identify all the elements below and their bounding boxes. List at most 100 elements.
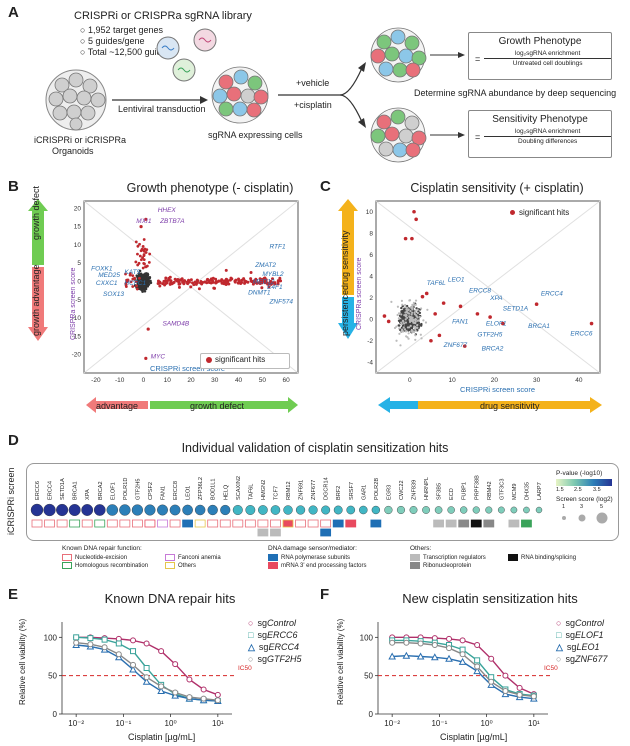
legend-prefix: sg (257, 654, 267, 664)
c-hit (462, 344, 467, 348)
b-point (146, 283, 150, 287)
x-tick-label: 10¹ (212, 719, 224, 728)
b-hit (205, 278, 209, 282)
c-point (390, 300, 393, 303)
c-hit (424, 291, 429, 296)
x-tick-label: 10⁻² (384, 719, 400, 728)
d-gene-dot (43, 503, 56, 517)
d-gene-dot (56, 503, 69, 517)
d-gene-dot (396, 505, 405, 515)
d-gene-label: DHX35 (524, 482, 530, 500)
b-gene-purple: MYC (151, 353, 166, 360)
d-gene-category (521, 519, 532, 528)
c-point (408, 326, 411, 329)
c-point (397, 317, 401, 320)
d-gene-category (295, 519, 306, 528)
point-sgLEO1 (458, 657, 467, 665)
b-ytick: 20 (74, 205, 82, 212)
d-gene-category (257, 519, 269, 528)
d-gene-label: LEO1 (186, 486, 192, 500)
panel-f-chart: 0 50 100 10⁻² 10⁻¹ 10⁰ 10¹ (360, 622, 552, 728)
d-pvalue-label: P-value (-log10) (556, 470, 603, 477)
d-gene-label: DGCR14 (324, 477, 330, 500)
b-hit (137, 261, 141, 265)
b-hit (259, 280, 263, 284)
d-gene-label: GTF3C3 (499, 479, 505, 500)
point-sgControl (186, 676, 193, 683)
b-gene-blue: MYBL2 (262, 271, 284, 278)
b-hit (129, 280, 133, 284)
legend-name: Control (574, 618, 604, 628)
b-bottom-left: advantage (96, 401, 139, 411)
b-hit (124, 272, 127, 276)
organoid-label-1: iCRISPRi or iCRISPRa (34, 135, 127, 145)
f-legend: ○ sgControl □ sgELOF1 △ sgLEO1 ○ sgZNF677 (556, 618, 607, 666)
b-legend-dot (206, 357, 212, 363)
b-hit (146, 327, 150, 331)
legend-marker: ○ (556, 618, 562, 628)
b-hit (145, 264, 149, 268)
point-sgZNF677 (389, 639, 396, 646)
d-gene-category (433, 519, 445, 528)
d-gene-dot (409, 506, 418, 514)
legend-marker: △ (556, 642, 563, 652)
point-sgZNF677 (431, 642, 438, 648)
panel-b-chart: -20 -10 0 10 20 30 40 50 6020151050-5-10-15-20HH… (28, 199, 299, 413)
x-tick-label: 10⁻¹ (431, 719, 447, 728)
b-hit (171, 281, 175, 285)
panel-d-frame (26, 463, 619, 541)
point-sgControl (172, 661, 179, 668)
legend-name: ELOF1 (574, 630, 604, 640)
c-point (405, 308, 408, 311)
b-ytick: 10 (74, 242, 82, 249)
d-gene-label: ERCC6 (35, 481, 41, 500)
d-gene-label: GAR1 (361, 485, 367, 500)
y-tick-label: 0 (53, 710, 58, 719)
legend-name: ERCC6 (266, 630, 298, 640)
b-point (138, 274, 142, 277)
fa-swatch (165, 554, 175, 561)
d-gene-dot (434, 506, 443, 514)
d-gene-label: ZNF677 (311, 480, 317, 500)
d-gene-category (194, 519, 206, 528)
y-tick-label: 50 (48, 672, 57, 681)
c-legend-dot (510, 210, 515, 215)
c-point (400, 313, 403, 316)
cisplatin-cells-illustration (370, 107, 427, 163)
y-tick-label: 100 (360, 633, 374, 642)
b-point (138, 281, 142, 285)
c-point (407, 323, 410, 326)
d-gene-dot (270, 505, 281, 515)
c-point (419, 333, 422, 336)
legend-name: GTF2H5 (266, 654, 302, 664)
b-hit (138, 242, 141, 246)
c-point (408, 320, 412, 324)
d-gene-label: FAN1 (161, 486, 167, 500)
b-hit (212, 286, 216, 290)
b-xtick: 60 (282, 377, 290, 384)
growth-defect-arrow (28, 199, 48, 265)
b-hit (136, 252, 139, 256)
panel-b-points (124, 217, 283, 360)
b-point (140, 288, 144, 292)
d-gene-dot (384, 505, 393, 515)
c-point (404, 311, 407, 314)
b-hit (140, 258, 143, 262)
panel-a-letter: A (8, 4, 19, 21)
expressing-label: sgRNA expressing cells (208, 130, 303, 140)
d-gene-dot (333, 505, 343, 515)
point-sgZNF677 (530, 693, 537, 700)
b-gene-blue: ZMAT2 (254, 262, 276, 269)
c-hit (441, 301, 446, 305)
d-gene-category (182, 519, 194, 528)
c-gene-label: ERCC4 (541, 291, 563, 298)
panel-c-points (382, 209, 594, 348)
c-point (395, 339, 398, 342)
b-hit (164, 276, 168, 280)
bullet-1: ○ 1,952 target genes (80, 25, 163, 35)
b-hit (141, 266, 145, 270)
d-gene-category (370, 519, 382, 528)
b-hit (139, 225, 143, 229)
point-sgGTF2H5 (186, 694, 193, 701)
c-gene-label: ERCC6 (570, 330, 592, 337)
